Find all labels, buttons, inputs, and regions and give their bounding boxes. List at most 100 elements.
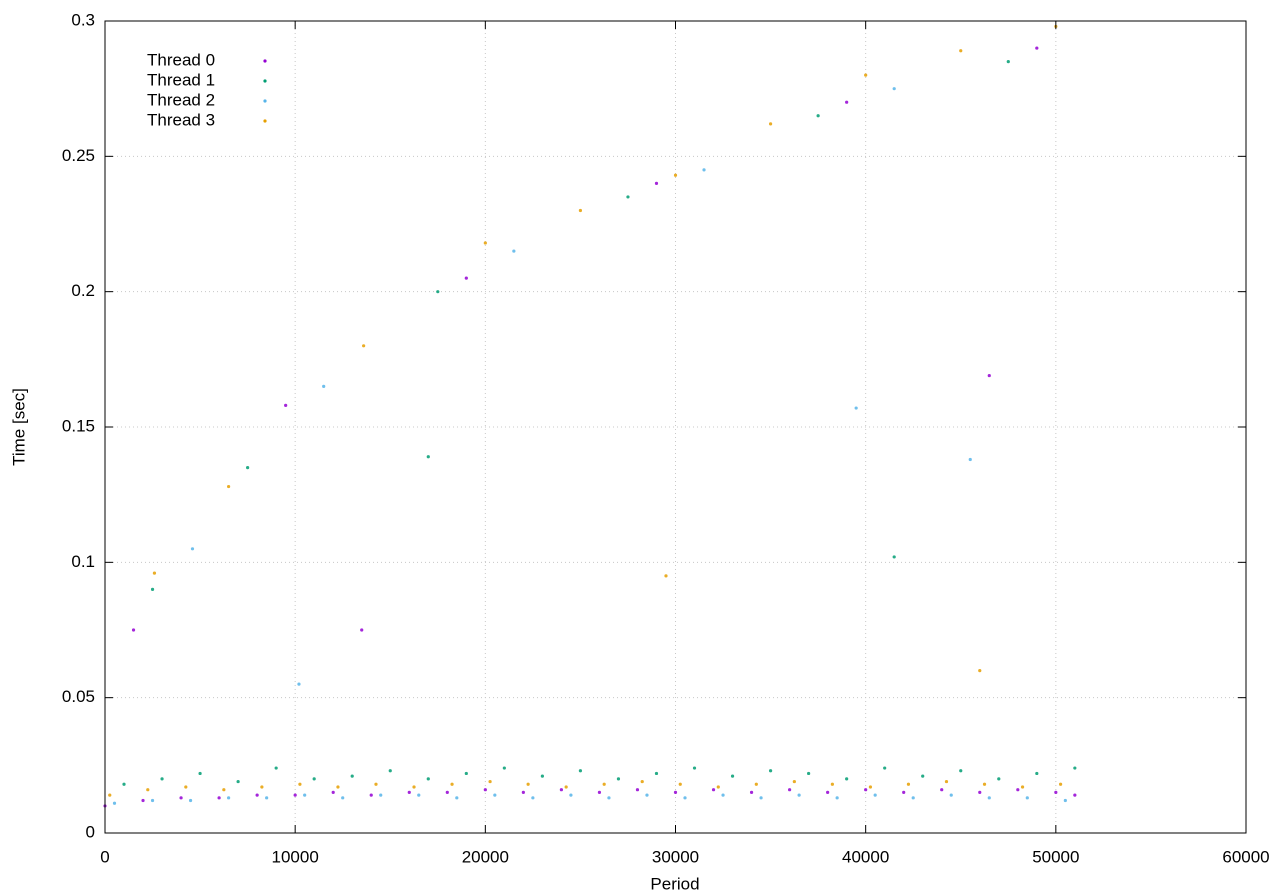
data-point (792, 779, 796, 784)
data-point (436, 290, 440, 294)
points (103, 24, 1077, 808)
legend-label: Thread 1 (147, 70, 215, 89)
data-point (1073, 793, 1077, 797)
y-tick-label: 0.15 (62, 416, 95, 435)
data-point (845, 100, 849, 104)
data-point (312, 777, 316, 781)
data-point (602, 782, 606, 786)
data-point (711, 788, 716, 792)
data-point (150, 798, 155, 803)
data-point (892, 87, 896, 91)
data-point (635, 788, 640, 792)
data-point (274, 766, 278, 770)
x-tick-label: 0 (100, 847, 109, 866)
data-point (721, 793, 725, 797)
legend-marker (263, 59, 267, 63)
data-point (1016, 788, 1020, 792)
data-point (978, 790, 982, 795)
data-point (146, 788, 150, 792)
data-point (1035, 771, 1039, 776)
data-point (322, 384, 326, 388)
data-point (412, 785, 416, 789)
data-point (997, 777, 1001, 781)
data-point (464, 276, 468, 280)
data-point (341, 796, 345, 800)
data-point (388, 769, 392, 773)
x-tick-label: 30000 (652, 847, 699, 866)
y-axis-label: Time [sec] (9, 388, 28, 466)
data-point (816, 114, 820, 118)
data-point (483, 241, 487, 245)
data-point (892, 555, 896, 559)
data-point (188, 798, 193, 803)
data-point (883, 766, 887, 770)
data-point (531, 796, 535, 800)
data-point (1058, 782, 1063, 786)
data-point (645, 793, 649, 797)
data-point (578, 769, 583, 773)
data-point (369, 793, 373, 797)
data-point (122, 782, 126, 786)
data-point (236, 779, 240, 784)
data-point (911, 796, 915, 800)
data-point (987, 373, 991, 378)
data-point (493, 793, 497, 797)
x-axis-label: Period (650, 874, 699, 893)
y-tick-label: 0.05 (62, 687, 95, 706)
data-point (108, 793, 112, 797)
data-point (607, 796, 611, 800)
data-point (426, 455, 430, 459)
data-point (949, 793, 953, 797)
data-point (640, 779, 644, 784)
data-point (759, 796, 763, 800)
data-point (873, 793, 877, 797)
data-point (683, 796, 687, 800)
data-point (654, 771, 659, 776)
data-point (845, 777, 849, 781)
legend-label: Thread 2 (147, 90, 215, 109)
y-tick-label: 0.25 (62, 146, 95, 165)
legend-label: Thread 3 (147, 110, 215, 129)
y-tick-label: 0 (86, 822, 95, 841)
x-tick-label: 10000 (272, 847, 319, 866)
data-point (830, 782, 834, 786)
data-point (502, 766, 506, 770)
data-point (1073, 766, 1077, 770)
data-point (921, 774, 925, 778)
data-point (716, 785, 720, 789)
data-point (987, 796, 991, 800)
data-point (868, 785, 873, 789)
ticks: 0 10000 20000 30000 40000 50000 60000 0 0.05 0.1 0… (62, 10, 1270, 866)
data-point (362, 344, 366, 348)
data-point (730, 774, 735, 778)
data-point (350, 774, 354, 778)
data-point (417, 793, 421, 797)
data-point (426, 777, 430, 781)
data-point (768, 122, 773, 126)
data-point (1054, 790, 1058, 795)
data-point (654, 181, 659, 185)
data-point (298, 782, 302, 786)
data-point (597, 790, 602, 795)
data-point (578, 208, 583, 213)
data-point (940, 788, 944, 792)
data-point (807, 771, 811, 776)
data-point (797, 793, 801, 797)
data-point (227, 796, 231, 800)
data-point (450, 782, 454, 786)
data-point (331, 790, 335, 795)
data-point (564, 785, 568, 789)
data-point (483, 788, 487, 792)
data-point (1063, 798, 1067, 803)
data-point (112, 801, 117, 805)
data-point (297, 682, 301, 686)
data-point (179, 796, 183, 800)
data-point (150, 587, 155, 592)
data-point (488, 779, 492, 784)
data-point (944, 779, 949, 784)
data-point (664, 574, 668, 578)
data-point (217, 796, 221, 800)
